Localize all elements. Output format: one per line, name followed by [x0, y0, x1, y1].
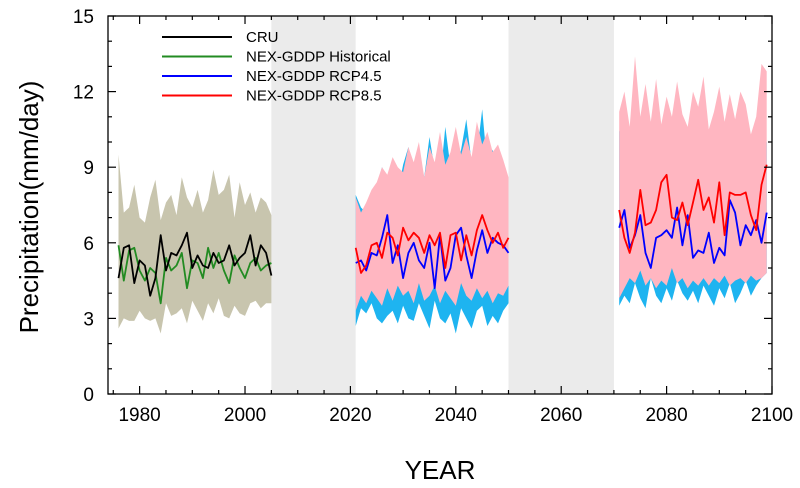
- gap-shading-layer: [271, 16, 614, 394]
- y-tick-label: 3: [83, 309, 94, 330]
- y-tick-label: 9: [83, 158, 94, 179]
- band-nex-gddp-historical-1: [118, 154, 272, 334]
- legend: CRU NEX-GDDP Historical NEX-GDDP RCP4.5 NEX…: [162, 29, 391, 105]
- y-axis-title: Precipitation(mm/day): [14, 81, 44, 334]
- x-tick-label: 1980: [118, 405, 160, 426]
- line-nex-gddp-rcp4-5-2: [618, 199, 768, 269]
- x-tick-label: 2000: [224, 405, 266, 426]
- x-axis-title: YEAR: [405, 455, 476, 485]
- x-tick-label: 2080: [645, 405, 687, 426]
- x-axis-ticks: 1980 2000 2020 2040 2060 2080 2100: [112, 16, 793, 426]
- line-nex-gddp-rcp8-5-1: [354, 214, 510, 274]
- line-nex-gddp-rcp8-5-2: [618, 164, 768, 254]
- line-nex-gddp-rcp4-5-1: [355, 214, 510, 290]
- gap-shade-2: [508, 16, 614, 394]
- plot-frame: [107, 15, 773, 395]
- y-tick-label: 12: [73, 83, 94, 104]
- y-axis-ticks: 0 3 6 9 12 15: [73, 7, 772, 406]
- legend-label-nex-gddp-rcp8-5: NEX-GDDP RCP8.5: [246, 88, 382, 105]
- y-tick-label: 6: [83, 234, 94, 255]
- x-tick-label: 2100: [751, 405, 793, 426]
- series-line-layer: [117, 164, 768, 305]
- gap-shade-1: [271, 16, 356, 394]
- line-cru-1: [117, 231, 273, 297]
- x-tick-label: 2060: [540, 405, 582, 426]
- x-tick-label: 2020: [329, 405, 371, 426]
- legend-label-nex-gddp-historical: NEX-GDDP Historical: [246, 49, 391, 66]
- band-nex-gddp-rcp8-5-2: [619, 56, 767, 299]
- y-tick-label: 15: [73, 7, 94, 28]
- y-tick-label: 0: [83, 385, 94, 406]
- legend-label-cru: CRU: [246, 29, 279, 46]
- band-nex-gddp-rcp8-5-1: [355, 121, 509, 311]
- x-tick-label: 2040: [435, 405, 477, 426]
- legend-label-nex-gddp-rcp4-5: NEX-GDDP RCP4.5: [246, 68, 382, 85]
